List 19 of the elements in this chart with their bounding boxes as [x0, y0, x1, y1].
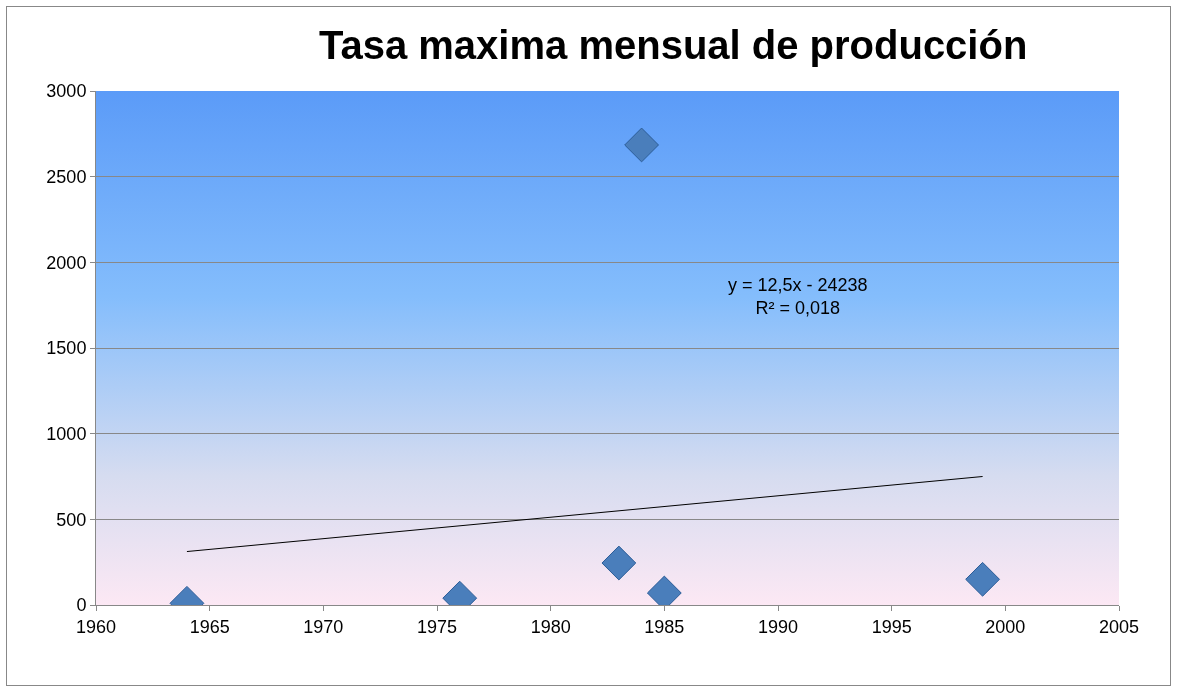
y-tick-label: 1000 [46, 423, 87, 444]
y-tick-label: 3000 [46, 81, 87, 102]
x-tick-label: 2000 [985, 616, 1026, 637]
chart-title: Tasa maxima mensual de producción [318, 23, 1028, 68]
x-tick-label: 1975 [416, 616, 458, 637]
x-tick-label: 1960 [75, 616, 117, 637]
x-tick-label: 2005 [1098, 616, 1140, 637]
x-tick-label: 1990 [757, 616, 799, 637]
y-tick-label: 2500 [46, 166, 87, 187]
annotation: y = 12,5x - 24238 R² = 0,018 [728, 275, 868, 319]
y-tick-label: 0 [76, 595, 87, 616]
y-tick-label: 500 [56, 509, 87, 530]
x-tick-label: 1965 [189, 616, 230, 637]
x-tick-label: 1980 [530, 616, 571, 637]
x-tick-label: 1970 [303, 616, 344, 637]
x-tick-label: 1985 [644, 616, 685, 637]
y-tick-label: 2000 [46, 252, 87, 273]
x-tick-label: 1995 [871, 616, 912, 637]
y-tick-label: 1500 [46, 338, 87, 359]
